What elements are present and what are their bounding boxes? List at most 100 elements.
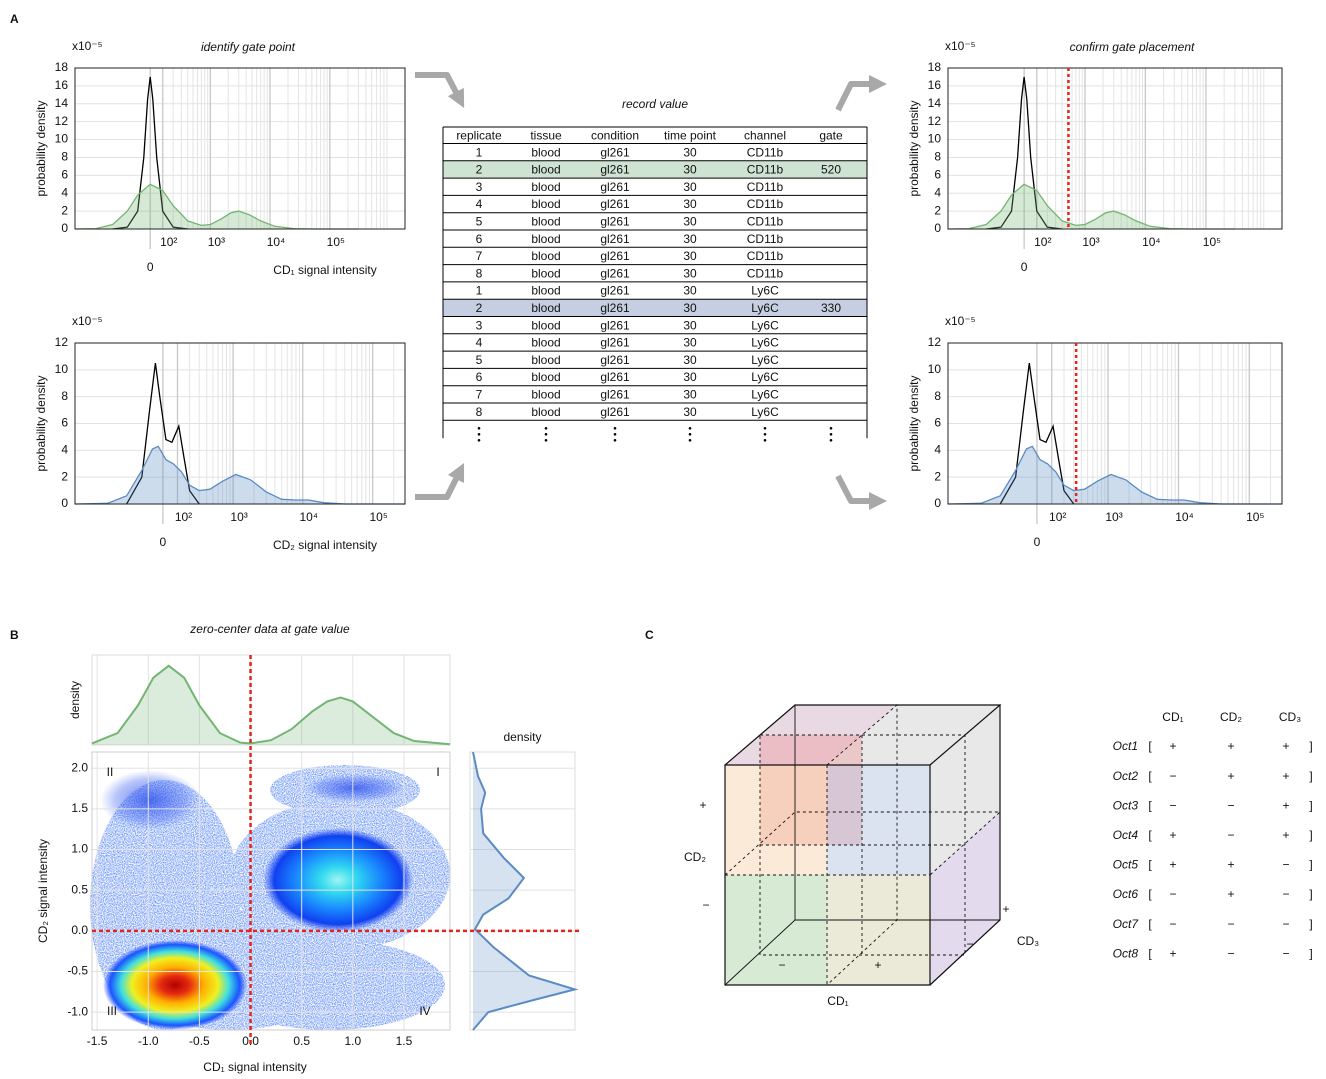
bracket: [: [1148, 739, 1152, 753]
y-tick-label: 0: [934, 221, 941, 235]
octant-sign: +: [1169, 828, 1176, 842]
table-cell: 30: [683, 405, 697, 419]
x-tick-label: 10⁴: [299, 510, 318, 524]
y-tick-label: 2.0: [71, 760, 88, 774]
octant-sign: −: [1282, 858, 1289, 872]
octant-sign: −: [1227, 798, 1234, 812]
density-line: [126, 363, 200, 505]
octant-sign: +: [1227, 887, 1234, 901]
bracket: ]: [1309, 887, 1312, 901]
flow-arrows: [415, 72, 887, 510]
ellipsis-dot: [613, 433, 617, 436]
table-cell: blood: [531, 353, 560, 367]
cube-sign: −: [966, 937, 973, 951]
table-cell: 30: [683, 145, 697, 159]
hot-cluster: [103, 940, 247, 1030]
table-cell: gl261: [600, 284, 630, 298]
x-tick-label: 10²: [1034, 235, 1051, 249]
area-shade: [75, 184, 359, 229]
octant-header: CD₂: [1220, 710, 1242, 724]
ellipsis-dot: [688, 439, 692, 442]
plot-frame: [74, 67, 406, 230]
density-line: [74, 445, 405, 505]
density-line: [112, 76, 188, 230]
x-tick-label: 10⁵: [1203, 235, 1221, 249]
cube-face: [827, 705, 1000, 765]
table-cell: gl261: [600, 180, 630, 194]
cube-axis-label: CD₃: [1017, 934, 1039, 948]
ellipsis-dot: [477, 433, 481, 436]
table-cell: gl261: [600, 232, 630, 246]
quadrant-label: II: [107, 765, 114, 779]
table-cell: 6: [476, 232, 483, 246]
bracket: ]: [1309, 828, 1312, 842]
x-axis-label: CD₁ signal intensity: [273, 263, 376, 277]
bracket: [: [1148, 769, 1152, 783]
ellipsis-dot: [544, 427, 548, 430]
cube-sign: +: [1002, 902, 1009, 916]
table-cell: blood: [531, 232, 560, 246]
cube-sign: +: [699, 798, 706, 812]
table-cell: Ly6C: [751, 353, 779, 367]
table-cell: blood: [531, 249, 560, 263]
density-line: [472, 751, 579, 1031]
bracket: ]: [1309, 769, 1312, 783]
table-cell: 3: [476, 180, 483, 194]
row-highlight: [443, 299, 867, 317]
table-cell: blood: [531, 301, 560, 315]
y-tick-label: 8: [934, 150, 941, 164]
octant-sign: −: [1169, 769, 1176, 783]
ellipsis-dot: [613, 439, 617, 442]
y-tick-label: 2: [934, 469, 941, 483]
table-cell: blood: [531, 180, 560, 194]
octant-sign: −: [1282, 887, 1289, 901]
table-cell: 6: [476, 370, 483, 384]
cube-face: [827, 875, 930, 985]
y-tick-label: 0: [61, 221, 68, 235]
column-header: time point: [664, 128, 717, 142]
column-header: gate: [819, 128, 843, 142]
y-tick-label: 12: [55, 114, 69, 128]
octant-name: Oct8: [1113, 946, 1139, 960]
ellipsis-dot: [544, 433, 548, 436]
y-axis-label: probability density: [34, 375, 48, 471]
cube-face: [725, 875, 827, 985]
y-axis-label: density: [68, 681, 82, 719]
arrow: [835, 75, 887, 112]
y-tick-label: 10: [928, 132, 942, 146]
area-shade: [948, 446, 1282, 504]
table-cell: 30: [683, 336, 697, 350]
y-tick-label: 18: [55, 60, 69, 74]
table-cell: gl261: [600, 215, 630, 229]
cube-sign: −: [702, 898, 709, 912]
ellipsis-dot: [688, 433, 692, 436]
chart-title: zero-center data at gate value: [189, 622, 350, 636]
table-cell: CD11b: [747, 249, 784, 263]
x-tick-label: 10⁴: [1142, 235, 1161, 249]
ellipsis-dot: [763, 433, 767, 436]
y-tick-label: 1.5: [71, 801, 88, 815]
octant-name: Oct5: [1113, 858, 1139, 872]
table-cell: CD11b: [747, 232, 784, 246]
plot-frame: [947, 342, 1283, 505]
octant-sign: +: [1282, 769, 1289, 783]
table-title: record value: [622, 97, 688, 111]
y-tick-label: 4: [934, 185, 941, 199]
ellipsis-dot: [763, 427, 767, 430]
table-cell: blood: [531, 318, 560, 332]
y-tick-label: -1.0: [67, 1004, 88, 1018]
area-shade: [92, 665, 450, 745]
octant-name: Oct7: [1113, 917, 1140, 931]
table-cell: 30: [683, 388, 697, 402]
bracket: ]: [1309, 917, 1312, 931]
y-tick-label: 1.0: [71, 842, 88, 856]
x-tick-label: 0: [1021, 260, 1028, 274]
cyan-cluster: [263, 828, 413, 932]
bracket: ]: [1309, 739, 1312, 753]
table-cell: 30: [683, 180, 697, 194]
density-line: [947, 183, 1235, 230]
x-tick-label: 10⁴: [267, 235, 286, 249]
x-tick-label: 10²: [160, 235, 177, 249]
y-axis-label: probability density: [907, 375, 921, 471]
octant-sign: +: [1282, 739, 1289, 753]
